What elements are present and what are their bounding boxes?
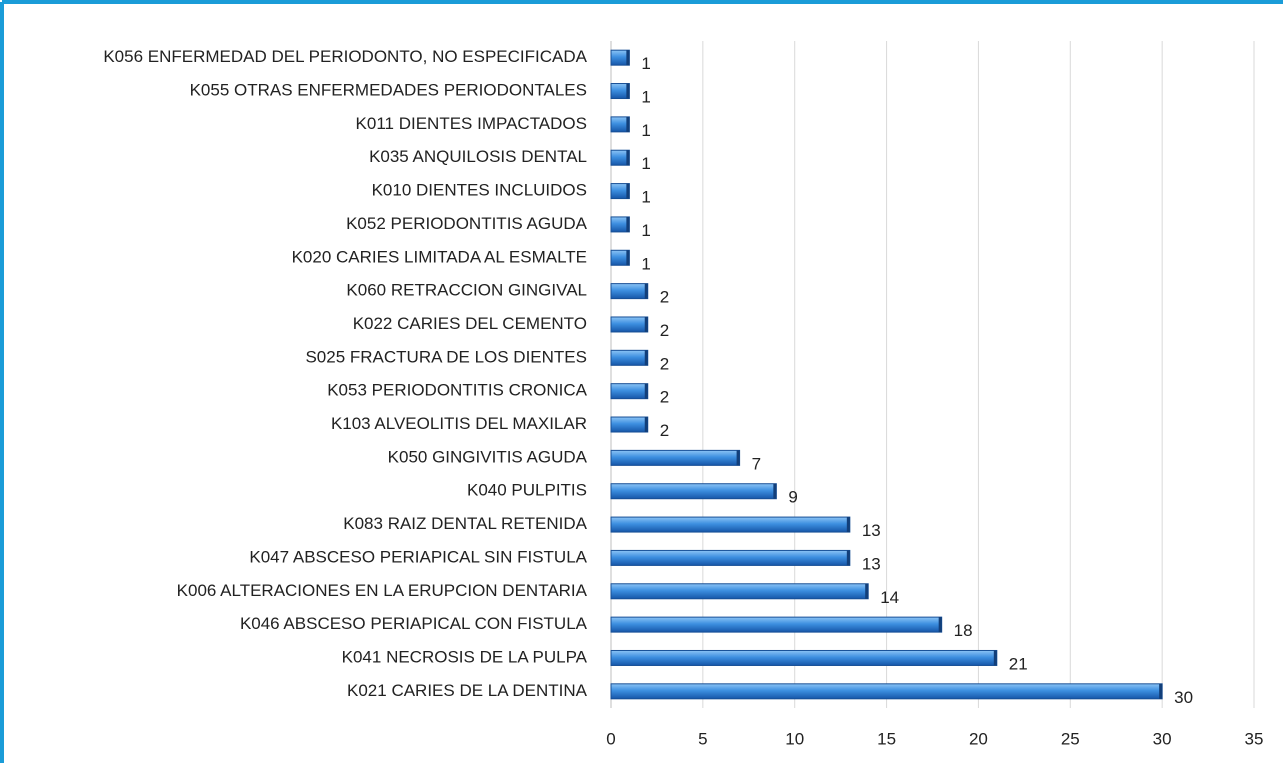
y-tick-label: K011 DIENTES IMPACTADOS <box>356 114 587 133</box>
value-label: 21 <box>1009 654 1028 673</box>
bar <box>610 683 1163 700</box>
bar <box>610 116 630 133</box>
bar <box>610 283 649 300</box>
bar-cap <box>846 517 850 533</box>
y-tick-label: K020 CARIES LIMITADA AL ESMALTE <box>292 247 587 266</box>
y-tick-label: K022 CARIES DEL CEMENTO <box>353 314 587 333</box>
value-label: 30 <box>1174 688 1193 707</box>
value-label: 1 <box>641 88 650 107</box>
bar-cap <box>644 316 648 332</box>
bar <box>610 649 998 666</box>
bar-cap <box>626 216 630 232</box>
value-label: 2 <box>660 288 669 307</box>
value-label: 1 <box>641 154 650 173</box>
bar <box>610 416 649 433</box>
y-tick-label: K103 ALVEOLITIS DEL MAXILAR <box>331 414 587 433</box>
value-label: 18 <box>954 621 973 640</box>
x-tick-label: 5 <box>698 729 707 748</box>
bar-cap <box>1159 683 1163 699</box>
x-tick-label: 30 <box>1153 729 1172 748</box>
y-tick-label: K056 ENFERMEDAD DEL PERIODONTO, NO ESPEC… <box>103 47 587 66</box>
bar <box>610 349 649 366</box>
x-tick-label: 25 <box>1061 729 1080 748</box>
value-label: 13 <box>862 554 881 573</box>
bar <box>610 549 851 566</box>
y-tick-label: K010 DIENTES INCLUIDOS <box>372 181 587 200</box>
bar <box>610 216 630 233</box>
bar-cap <box>773 483 777 499</box>
bar <box>610 183 630 200</box>
value-label: 1 <box>641 254 650 273</box>
bar <box>610 616 943 633</box>
y-tick-label: K047 ABSCESO PERIAPICAL SIN FISTULA <box>249 547 587 566</box>
y-tick-label: K052 PERIODONTITIS AGUDA <box>346 214 588 233</box>
bar-cap <box>644 283 648 299</box>
value-label: 1 <box>641 121 650 140</box>
bar <box>610 83 630 100</box>
bar-cap <box>626 250 630 266</box>
bar-cap <box>938 617 942 633</box>
bar <box>610 583 869 600</box>
y-tick-label: K035 ANQUILOSIS DENTAL <box>369 147 587 166</box>
bar-cap <box>644 417 648 433</box>
y-tick-label: K055 OTRAS ENFERMEDADES PERIODONTALES <box>190 81 587 100</box>
y-tick-label: K040 PULPITIS <box>467 481 587 500</box>
value-label: 1 <box>641 221 650 240</box>
bar-cap <box>993 650 997 666</box>
value-label: 9 <box>788 488 797 507</box>
bar-cap <box>626 50 630 66</box>
y-tick-label: S025 FRACTURA DE LOS DIENTES <box>305 347 587 366</box>
x-tick-label: 0 <box>606 729 615 748</box>
y-tick-label: K041 NECROSIS DE LA PULPA <box>342 647 588 666</box>
bar-cap <box>736 450 740 466</box>
value-label: 2 <box>660 421 669 440</box>
y-tick-label: K050 GINGIVITIS AGUDA <box>388 447 588 466</box>
bar-cap <box>644 350 648 366</box>
bar-cap <box>644 383 648 399</box>
x-tick-label: 15 <box>877 729 896 748</box>
y-tick-label: K046 ABSCESO PERIAPICAL CON FISTULA <box>240 614 588 633</box>
bar-cap <box>626 83 630 99</box>
bar <box>610 483 777 500</box>
x-tick-label: 20 <box>969 729 988 748</box>
y-tick-label: K006 ALTERACIONES EN LA ERUPCION DENTARI… <box>177 581 588 600</box>
x-tick-label: 10 <box>785 729 804 748</box>
x-tick-label: 35 <box>1245 729 1264 748</box>
bar <box>610 516 851 533</box>
bar-cap <box>846 550 850 566</box>
bar <box>610 49 630 66</box>
bar <box>610 316 649 333</box>
value-label: 2 <box>660 388 669 407</box>
bar-cap <box>626 116 630 132</box>
bar <box>610 449 741 466</box>
y-tick-label: K083 RAIZ DENTAL RETENIDA <box>343 514 587 533</box>
y-tick-label: K021 CARIES DE LA DENTINA <box>347 681 588 700</box>
bar <box>610 249 630 266</box>
bar <box>610 383 649 400</box>
value-label: 7 <box>752 454 761 473</box>
bar-cap <box>626 150 630 166</box>
y-tick-label: K060 RETRACCION GINGIVAL <box>346 281 587 300</box>
bar-cap <box>865 583 869 599</box>
value-label: 1 <box>641 54 650 73</box>
value-label: 2 <box>660 321 669 340</box>
value-label: 1 <box>641 188 650 207</box>
value-label: 14 <box>880 588 899 607</box>
bar-cap <box>626 183 630 199</box>
bar <box>610 149 630 166</box>
value-label: 2 <box>660 354 669 373</box>
value-label: 13 <box>862 521 881 540</box>
y-tick-label: K053 PERIODONTITIS CRONICA <box>327 381 587 400</box>
